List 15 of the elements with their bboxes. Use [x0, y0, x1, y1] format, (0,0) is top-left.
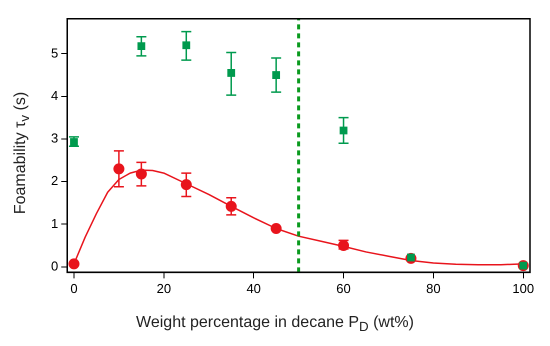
- x-tick-label: 0: [70, 280, 78, 296]
- y-tick-label: 5: [50, 45, 58, 60]
- y-tick-label: 0: [50, 258, 58, 274]
- x-tick-label: 80: [426, 280, 441, 296]
- x-axis-title: Weight percentage in decane P$_{D}$ (wt%): [135, 314, 415, 334]
- y-tick-label: 1: [50, 216, 58, 231]
- y-tick-label: 4: [50, 88, 58, 103]
- y-tick-label: 3: [50, 130, 58, 146]
- x-tick-label: 100: [512, 280, 534, 296]
- x-tick-label: 40: [246, 280, 261, 296]
- point: [68, 258, 80, 270]
- y-tick-label: 2: [50, 173, 58, 188]
- point: [270, 223, 282, 234]
- x-tick-label: 60: [336, 280, 351, 296]
- x-tick-label: 20: [156, 280, 172, 296]
